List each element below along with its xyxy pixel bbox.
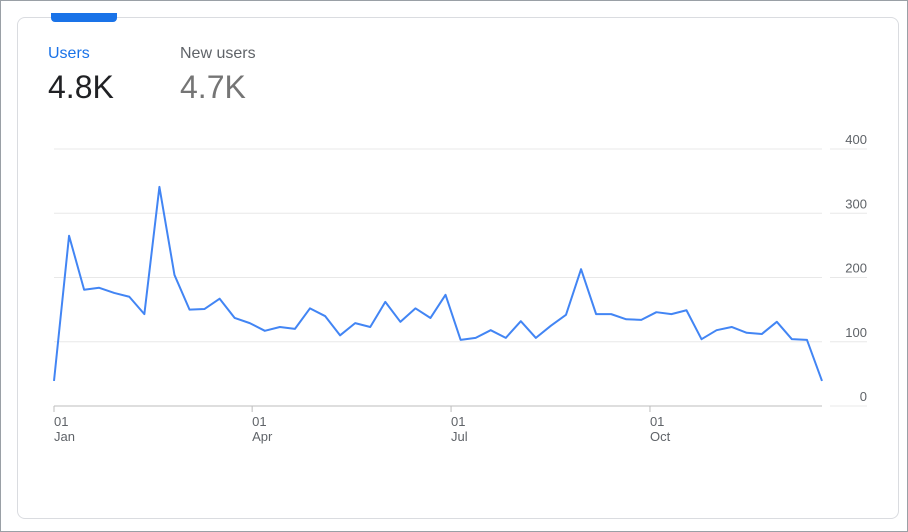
metric-value: 4.8K: [48, 69, 114, 105]
x-tick-label: 01: [650, 414, 664, 429]
metric-users[interactable]: Users 4.8K: [48, 45, 114, 106]
y-tick-label: 400: [845, 132, 867, 147]
x-tick-label: Jan: [54, 429, 75, 444]
x-tick-label: 01: [54, 414, 68, 429]
y-tick-label: 200: [845, 261, 867, 276]
x-tick-label: 01: [451, 414, 465, 429]
y-tick-label: 100: [845, 325, 867, 340]
x-tick-label: Apr: [252, 429, 273, 444]
card: [17, 17, 899, 519]
y-tick-label: 300: [845, 196, 867, 211]
line: [53, 185, 823, 382]
metric-value: 4.7K: [180, 69, 246, 105]
metric-new-users[interactable]: New users 4.7K: [180, 45, 256, 106]
x-tick-label: 01: [252, 414, 266, 429]
tab-indicator: [51, 13, 117, 22]
x-tick-label: Oct: [650, 429, 671, 444]
metric-label: Users: [48, 45, 90, 62]
y-tick-label: 0: [860, 389, 867, 404]
metric-label: New users: [180, 45, 256, 62]
x-tick-label: Jul: [451, 429, 468, 444]
